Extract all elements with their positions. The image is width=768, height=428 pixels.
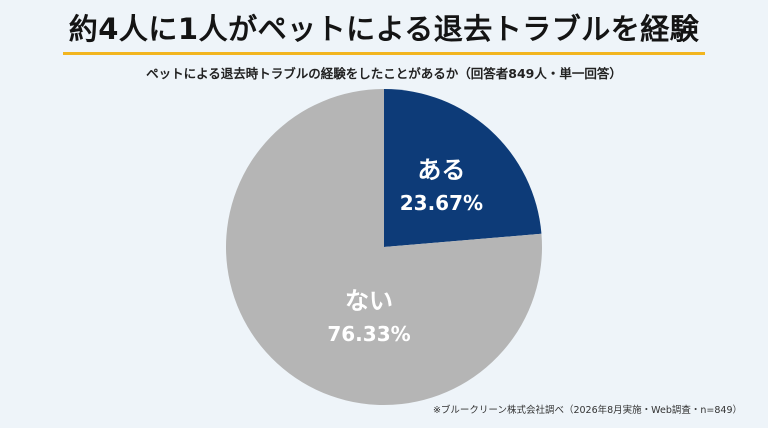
footnote: ※ブルークリーン株式会社調べ（2026年8月実施・Web調査・n=849） xyxy=(432,405,742,416)
pie-slices xyxy=(225,89,542,406)
slice-value-no: 76.33% xyxy=(327,322,410,346)
pie-labels: ある 23.67% ない 76.33% xyxy=(327,156,483,346)
pie-slice-yes xyxy=(384,89,542,247)
slice-label-no: ない xyxy=(345,287,393,315)
chart-title: ペットによる退去時トラブルの経験をしたことがあるか（回答者849人・単一回答） xyxy=(146,66,622,81)
slice-label-yes: ある xyxy=(417,156,465,184)
headline: 約4人に1人がペットによる退去トラブルを経験 xyxy=(62,10,706,55)
pie-slice-no xyxy=(225,89,542,406)
slice-value-yes: 23.67% xyxy=(400,191,483,215)
headline-wrap: 約4人に1人がペットによる退去トラブルを経験 xyxy=(0,10,768,55)
